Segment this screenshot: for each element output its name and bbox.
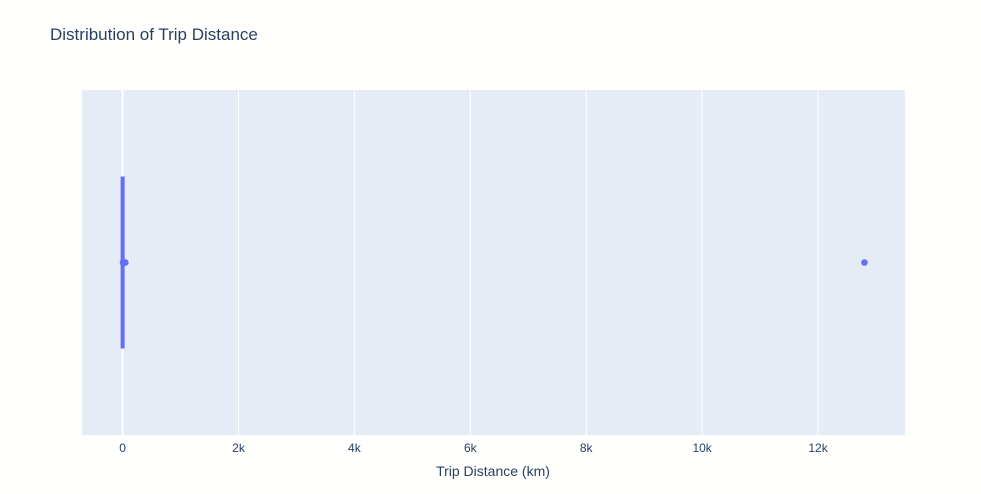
x-tick-label: 12k xyxy=(808,441,828,455)
outlier-point xyxy=(861,259,868,266)
x-axis-ticks: 0 2k 4k 6k 8k 10k 12k xyxy=(119,441,829,455)
x-tick-label: 10k xyxy=(692,441,712,455)
x-tick-label: 6k xyxy=(464,441,478,455)
x-tick-label: 2k xyxy=(232,441,246,455)
outlier-points xyxy=(119,259,868,266)
chart-title: Distribution of Trip Distance xyxy=(50,25,258,44)
outlier-point xyxy=(122,259,129,266)
x-tick-label: 8k xyxy=(580,441,594,455)
x-tick-label: 0 xyxy=(119,441,126,455)
x-tick-label: 4k xyxy=(348,441,362,455)
x-axis-title: Trip Distance (km) xyxy=(436,463,550,479)
plot-area xyxy=(82,90,905,435)
